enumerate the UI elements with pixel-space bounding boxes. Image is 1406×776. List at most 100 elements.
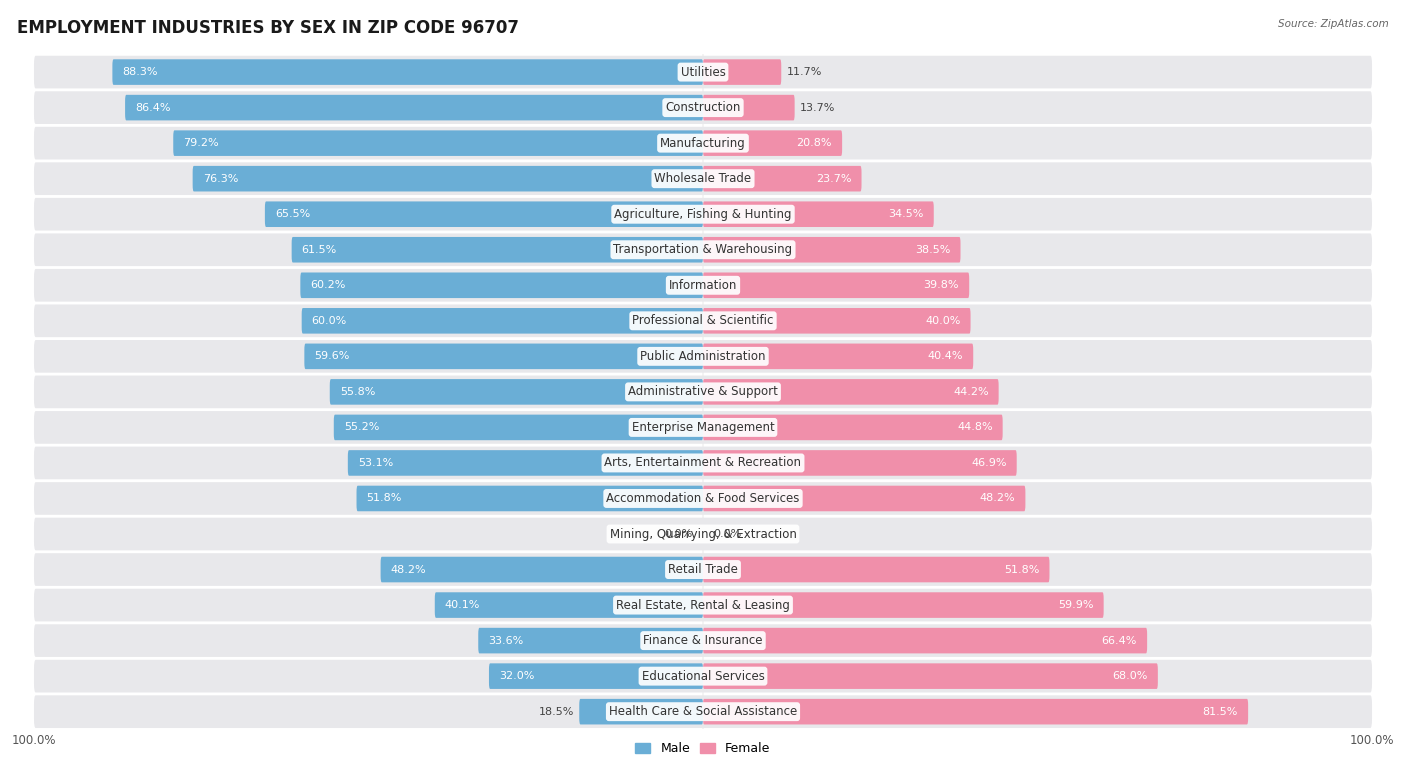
FancyBboxPatch shape (579, 699, 703, 725)
Text: 13.7%: 13.7% (800, 102, 835, 113)
FancyBboxPatch shape (34, 482, 1372, 514)
Text: 61.5%: 61.5% (302, 244, 337, 255)
Text: Wholesale Trade: Wholesale Trade (654, 172, 752, 185)
Text: 34.5%: 34.5% (889, 210, 924, 219)
Text: 88.3%: 88.3% (122, 67, 157, 77)
FancyBboxPatch shape (34, 411, 1372, 444)
FancyBboxPatch shape (357, 486, 703, 511)
Text: Mining, Quarrying, & Extraction: Mining, Quarrying, & Extraction (610, 528, 796, 541)
FancyBboxPatch shape (347, 450, 703, 476)
FancyBboxPatch shape (34, 553, 1372, 586)
Text: 40.4%: 40.4% (928, 352, 963, 362)
FancyBboxPatch shape (703, 556, 1049, 582)
Text: Enterprise Management: Enterprise Management (631, 421, 775, 434)
Text: Finance & Insurance: Finance & Insurance (644, 634, 762, 647)
FancyBboxPatch shape (291, 237, 703, 262)
FancyBboxPatch shape (703, 95, 794, 120)
Text: 18.5%: 18.5% (538, 707, 574, 717)
Text: 60.0%: 60.0% (312, 316, 347, 326)
FancyBboxPatch shape (301, 272, 703, 298)
Legend: Male, Female: Male, Female (630, 737, 776, 760)
Text: 65.5%: 65.5% (276, 210, 311, 219)
Text: 59.9%: 59.9% (1059, 600, 1094, 610)
FancyBboxPatch shape (478, 628, 703, 653)
FancyBboxPatch shape (173, 130, 703, 156)
FancyBboxPatch shape (34, 126, 1372, 160)
Text: Administrative & Support: Administrative & Support (628, 386, 778, 398)
Text: 38.5%: 38.5% (915, 244, 950, 255)
FancyBboxPatch shape (703, 628, 1147, 653)
Text: 0.0%: 0.0% (665, 529, 693, 539)
FancyBboxPatch shape (112, 59, 703, 85)
FancyBboxPatch shape (34, 234, 1372, 266)
Text: 32.0%: 32.0% (499, 671, 534, 681)
Text: 11.7%: 11.7% (786, 67, 823, 77)
FancyBboxPatch shape (434, 592, 703, 618)
Text: 86.4%: 86.4% (135, 102, 170, 113)
Text: 53.1%: 53.1% (359, 458, 394, 468)
Text: Transportation & Warehousing: Transportation & Warehousing (613, 243, 793, 256)
Text: Construction: Construction (665, 101, 741, 114)
FancyBboxPatch shape (489, 663, 703, 689)
FancyBboxPatch shape (34, 340, 1372, 372)
FancyBboxPatch shape (333, 414, 703, 440)
FancyBboxPatch shape (125, 95, 703, 120)
Text: 79.2%: 79.2% (183, 138, 219, 148)
Text: Arts, Entertainment & Recreation: Arts, Entertainment & Recreation (605, 456, 801, 469)
Text: 23.7%: 23.7% (815, 174, 852, 184)
Text: 76.3%: 76.3% (202, 174, 238, 184)
Text: Information: Information (669, 279, 737, 292)
Text: 0.0%: 0.0% (713, 529, 741, 539)
Text: 81.5%: 81.5% (1202, 707, 1239, 717)
Text: EMPLOYMENT INDUSTRIES BY SEX IN ZIP CODE 96707: EMPLOYMENT INDUSTRIES BY SEX IN ZIP CODE… (17, 19, 519, 37)
Text: 68.0%: 68.0% (1112, 671, 1147, 681)
FancyBboxPatch shape (34, 304, 1372, 337)
Text: 60.2%: 60.2% (311, 280, 346, 290)
FancyBboxPatch shape (703, 414, 1002, 440)
FancyBboxPatch shape (703, 202, 934, 227)
Text: Real Estate, Rental & Leasing: Real Estate, Rental & Leasing (616, 598, 790, 611)
FancyBboxPatch shape (34, 695, 1372, 728)
FancyBboxPatch shape (703, 272, 969, 298)
Text: 55.8%: 55.8% (340, 387, 375, 397)
FancyBboxPatch shape (703, 486, 1025, 511)
Text: Health Care & Social Assistance: Health Care & Social Assistance (609, 705, 797, 718)
Text: Public Administration: Public Administration (640, 350, 766, 363)
FancyBboxPatch shape (703, 344, 973, 369)
FancyBboxPatch shape (703, 308, 970, 334)
FancyBboxPatch shape (703, 379, 998, 404)
Text: 51.8%: 51.8% (1004, 565, 1039, 574)
FancyBboxPatch shape (34, 92, 1372, 124)
Text: 66.4%: 66.4% (1102, 636, 1137, 646)
Text: Educational Services: Educational Services (641, 670, 765, 683)
Text: Utilities: Utilities (681, 66, 725, 78)
Text: 59.6%: 59.6% (315, 352, 350, 362)
FancyBboxPatch shape (302, 308, 703, 334)
Text: 51.8%: 51.8% (367, 494, 402, 504)
FancyBboxPatch shape (34, 447, 1372, 480)
Text: 33.6%: 33.6% (488, 636, 523, 646)
FancyBboxPatch shape (381, 556, 703, 582)
Text: 39.8%: 39.8% (924, 280, 959, 290)
Text: 40.1%: 40.1% (444, 600, 481, 610)
Text: Source: ZipAtlas.com: Source: ZipAtlas.com (1278, 19, 1389, 29)
FancyBboxPatch shape (703, 130, 842, 156)
FancyBboxPatch shape (34, 198, 1372, 230)
FancyBboxPatch shape (703, 237, 960, 262)
FancyBboxPatch shape (34, 56, 1372, 88)
FancyBboxPatch shape (304, 344, 703, 369)
FancyBboxPatch shape (34, 162, 1372, 195)
FancyBboxPatch shape (264, 202, 703, 227)
Text: Professional & Scientific: Professional & Scientific (633, 314, 773, 327)
Text: 46.9%: 46.9% (972, 458, 1007, 468)
FancyBboxPatch shape (34, 518, 1372, 550)
Text: 48.2%: 48.2% (980, 494, 1015, 504)
FancyBboxPatch shape (703, 166, 862, 192)
FancyBboxPatch shape (34, 376, 1372, 408)
Text: 55.2%: 55.2% (344, 422, 380, 432)
FancyBboxPatch shape (193, 166, 703, 192)
Text: 44.8%: 44.8% (957, 422, 993, 432)
FancyBboxPatch shape (34, 624, 1372, 657)
Text: 20.8%: 20.8% (797, 138, 832, 148)
Text: Accommodation & Food Services: Accommodation & Food Services (606, 492, 800, 505)
